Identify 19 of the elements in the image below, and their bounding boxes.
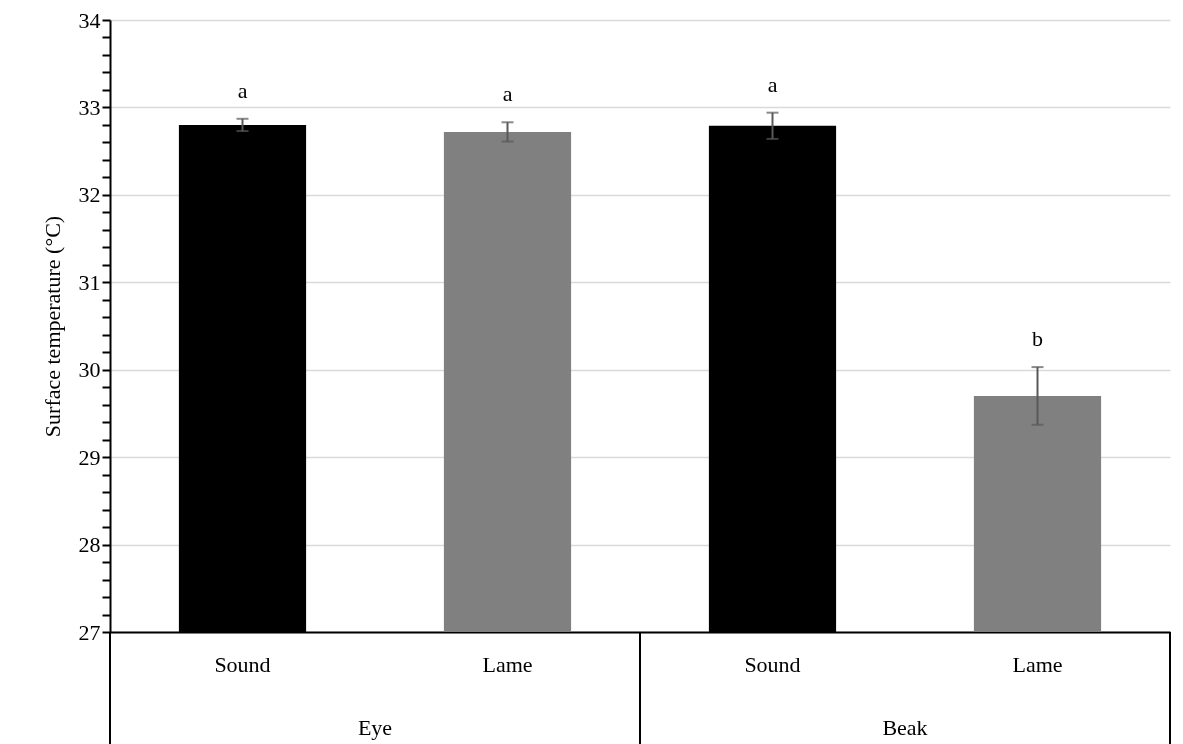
text: Beak (882, 715, 928, 740)
x-tick-label: Lame (482, 651, 533, 677)
annotation: a (502, 81, 513, 107)
y-tick-label: 33 (78, 94, 101, 120)
y-tick-label: 29 (78, 444, 101, 470)
y-tick-label: 28 (78, 532, 101, 558)
x-tick-label: Lame (1012, 651, 1063, 677)
annotation: a (237, 77, 248, 103)
y-tick-label: 27 (78, 619, 101, 645)
y-tick-label: 34 (78, 7, 101, 33)
y-axis-title: Surface temperature (°C) (39, 215, 65, 438)
annotation: b (1032, 326, 1043, 352)
y-tick-label: 31 (78, 269, 101, 295)
x-tick-label: Sound (214, 651, 271, 677)
x-tick-label: Sound (744, 651, 801, 677)
y-tick-label: 30 (78, 357, 101, 383)
annotation: a (767, 71, 778, 97)
y-tick-label: 32 (78, 182, 101, 208)
text: Eye (357, 715, 393, 740)
